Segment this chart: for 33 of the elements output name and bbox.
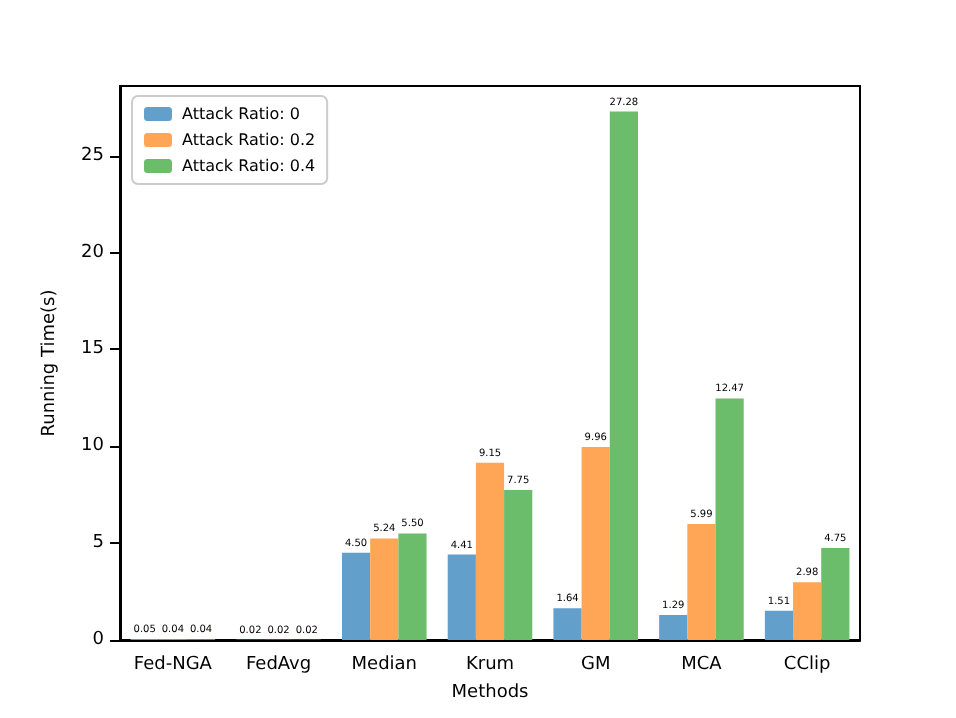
bar (342, 552, 371, 640)
bar (821, 547, 850, 640)
bar (447, 554, 476, 640)
bar (687, 523, 716, 640)
y-tick-label: 25 (81, 145, 104, 166)
x-tick-label: FedAvg (245, 655, 312, 675)
legend-label: Attack Ratio: 0.4 (182, 157, 316, 175)
x-tick-label: Median (351, 655, 418, 675)
x-axis-title: Methods (451, 682, 530, 703)
bar (553, 608, 582, 640)
bar (475, 462, 505, 640)
y-tick-label: 10 (81, 436, 105, 457)
bar (504, 489, 533, 640)
bar (715, 398, 744, 640)
x-tick-label: MCA (681, 655, 724, 675)
legend-label: Attack Ratio: 0.2 (182, 131, 316, 149)
bar (609, 111, 638, 640)
y-tick-label: 0 (92, 630, 105, 650)
x-tick-label: GM (580, 655, 611, 675)
y-tick-label: 20 (81, 242, 105, 263)
bar (398, 533, 427, 640)
y-tick-label: 5 (92, 533, 104, 554)
bar (764, 610, 794, 640)
bar (793, 582, 822, 640)
x-tick-label: Krum (465, 655, 515, 675)
bar (581, 447, 610, 640)
bar (370, 538, 399, 640)
legend-label: Attack Ratio: 0 (182, 105, 300, 123)
y-axis-title: Running Time(s) (40, 289, 61, 437)
x-tick-label: Fed-NGA (133, 655, 214, 675)
x-tick-label: CClip (783, 655, 831, 675)
bar (659, 615, 688, 640)
y-tick-label: 15 (81, 339, 104, 360)
